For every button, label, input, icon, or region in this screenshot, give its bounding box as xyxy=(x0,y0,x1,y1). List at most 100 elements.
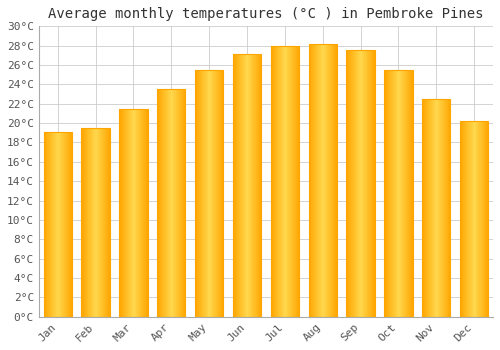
Bar xyxy=(104,128,105,317)
Bar xyxy=(128,108,129,317)
Bar xyxy=(390,70,392,317)
Bar xyxy=(68,132,69,317)
Bar xyxy=(86,128,87,317)
Bar xyxy=(280,46,281,317)
Bar xyxy=(145,108,146,317)
Bar xyxy=(426,99,427,317)
Bar xyxy=(82,128,83,317)
Bar xyxy=(47,132,48,317)
Bar xyxy=(215,70,216,317)
Bar xyxy=(233,54,234,317)
Bar xyxy=(165,89,166,317)
Title: Average monthly temperatures (°C ) in Pembroke Pines: Average monthly temperatures (°C ) in Pe… xyxy=(48,7,484,21)
Bar xyxy=(332,44,334,317)
Bar xyxy=(277,46,278,317)
Bar xyxy=(167,89,168,317)
Bar xyxy=(388,70,389,317)
Bar xyxy=(106,128,107,317)
Bar xyxy=(134,108,135,317)
Bar xyxy=(322,44,324,317)
Bar xyxy=(132,108,134,317)
Bar xyxy=(246,54,247,317)
Bar xyxy=(163,89,164,317)
Bar xyxy=(90,128,92,317)
Bar xyxy=(107,128,108,317)
Bar xyxy=(402,70,404,317)
Bar xyxy=(237,54,238,317)
Bar xyxy=(392,70,394,317)
Bar xyxy=(66,132,67,317)
Bar xyxy=(406,70,407,317)
Bar xyxy=(360,50,362,317)
Bar xyxy=(119,108,120,317)
Bar xyxy=(410,70,411,317)
Bar xyxy=(296,46,297,317)
Bar xyxy=(356,50,357,317)
Bar xyxy=(466,121,467,317)
Bar xyxy=(109,128,110,317)
Bar xyxy=(185,89,186,317)
Bar xyxy=(119,108,148,317)
Bar xyxy=(486,121,487,317)
Bar xyxy=(57,132,58,317)
Bar xyxy=(326,44,327,317)
Bar xyxy=(274,46,275,317)
Bar xyxy=(256,54,257,317)
Bar xyxy=(482,121,484,317)
Bar xyxy=(436,99,437,317)
Bar xyxy=(448,99,449,317)
Bar xyxy=(427,99,428,317)
Bar xyxy=(255,54,256,317)
Bar xyxy=(138,108,139,317)
Bar xyxy=(216,70,217,317)
Bar xyxy=(276,46,277,317)
Bar xyxy=(408,70,409,317)
Bar xyxy=(249,54,250,317)
Bar xyxy=(272,46,273,317)
Bar xyxy=(64,132,65,317)
Bar xyxy=(157,89,186,317)
Bar xyxy=(425,99,426,317)
Bar xyxy=(196,70,197,317)
Bar xyxy=(355,50,356,317)
Bar xyxy=(258,54,259,317)
Bar xyxy=(178,89,179,317)
Bar xyxy=(384,70,385,317)
Bar xyxy=(206,70,207,317)
Bar xyxy=(354,50,355,317)
Bar xyxy=(350,50,352,317)
Bar xyxy=(404,70,405,317)
Bar xyxy=(166,89,167,317)
Bar xyxy=(444,99,445,317)
Bar xyxy=(327,44,328,317)
Bar xyxy=(273,46,274,317)
Bar xyxy=(312,44,313,317)
Bar xyxy=(445,99,446,317)
Bar xyxy=(270,46,272,317)
Bar xyxy=(159,89,160,317)
Bar xyxy=(126,108,127,317)
Bar xyxy=(449,99,450,317)
Bar xyxy=(207,70,208,317)
Bar xyxy=(244,54,245,317)
Bar xyxy=(65,132,66,317)
Bar xyxy=(422,99,450,317)
Bar xyxy=(234,54,235,317)
Bar xyxy=(405,70,406,317)
Bar xyxy=(349,50,350,317)
Bar xyxy=(70,132,71,317)
Bar xyxy=(353,50,354,317)
Bar xyxy=(468,121,469,317)
Bar xyxy=(358,50,359,317)
Bar xyxy=(467,121,468,317)
Bar xyxy=(176,89,177,317)
Bar xyxy=(222,70,224,317)
Bar xyxy=(320,44,322,317)
Bar xyxy=(46,132,47,317)
Bar xyxy=(477,121,478,317)
Bar xyxy=(238,54,239,317)
Bar xyxy=(439,99,440,317)
Bar xyxy=(236,54,237,317)
Bar xyxy=(252,54,254,317)
Bar xyxy=(285,46,286,317)
